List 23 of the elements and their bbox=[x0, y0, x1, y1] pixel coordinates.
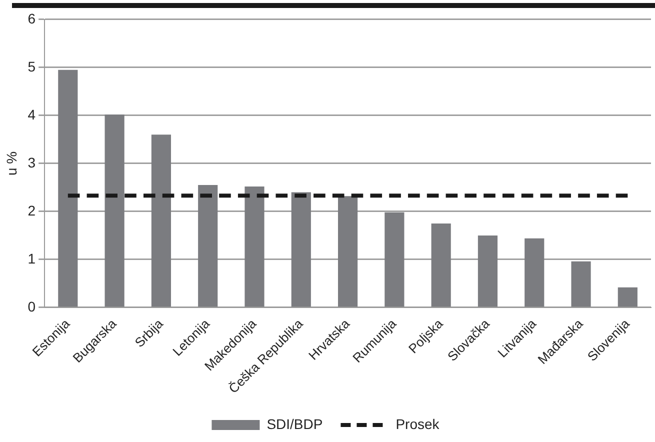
bar bbox=[478, 235, 498, 307]
legend-label: SDI/BDP bbox=[266, 416, 323, 432]
y-tick-label: 0 bbox=[28, 298, 36, 314]
y-tick-label: 5 bbox=[28, 58, 36, 74]
bar bbox=[291, 192, 311, 307]
y-tick-label: 4 bbox=[28, 106, 36, 122]
y-tick-label: 3 bbox=[28, 154, 36, 170]
bar bbox=[244, 186, 264, 307]
bar bbox=[338, 196, 358, 307]
bar bbox=[618, 287, 638, 307]
y-tick-label: 2 bbox=[28, 202, 36, 218]
bar bbox=[58, 70, 78, 307]
y-tick-label: 6 bbox=[28, 10, 36, 26]
legend-label: Prosek bbox=[396, 416, 440, 432]
y-axis-title: u % bbox=[3, 151, 20, 176]
bar bbox=[198, 185, 218, 307]
y-tick-label: 1 bbox=[28, 250, 36, 266]
bar bbox=[571, 261, 591, 307]
bar bbox=[524, 238, 544, 307]
bar bbox=[151, 134, 171, 307]
bar bbox=[384, 212, 404, 307]
bar bbox=[431, 223, 451, 307]
bar bbox=[104, 114, 124, 307]
